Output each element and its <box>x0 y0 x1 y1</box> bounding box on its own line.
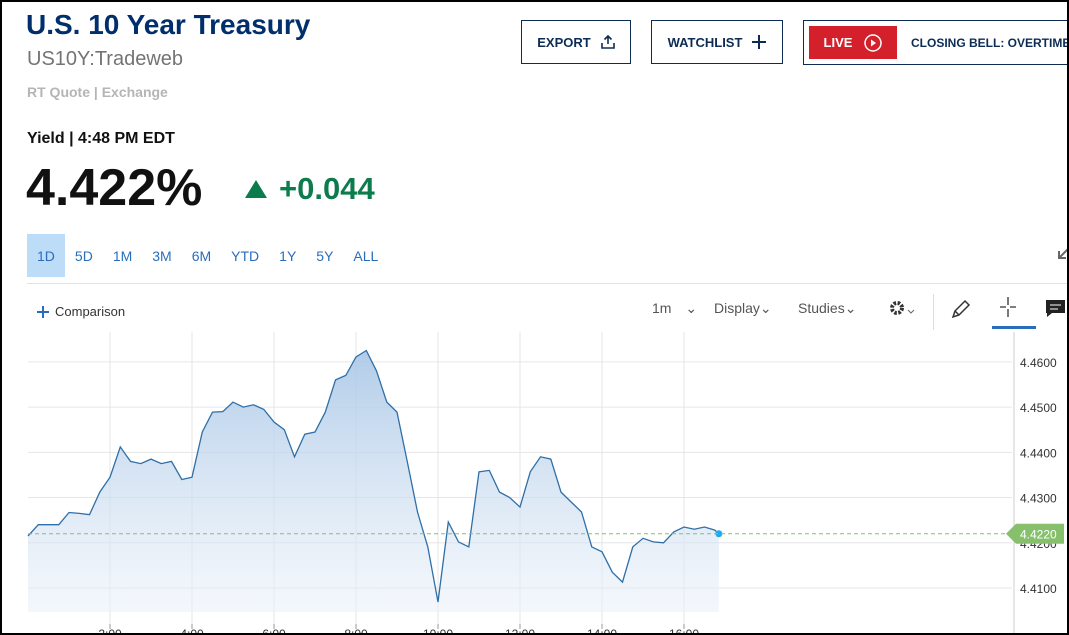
change: +0.044 <box>245 171 375 207</box>
comparison-button[interactable]: Comparison <box>37 304 125 319</box>
x-tick-label: 8:00 <box>344 627 368 635</box>
interval-label: 1m <box>652 300 672 316</box>
symbol: US10Y:Tradeweb <box>27 48 184 70</box>
live-banner[interactable]: LIVE CLOSING BELL: OVERTIME <box>803 20 1069 65</box>
y-tick-label: 4.4300 <box>1020 492 1057 506</box>
y-tick-label: 4.4500 <box>1020 401 1057 415</box>
display-menu[interactable]: Display⌄ <box>714 300 772 316</box>
range-tab[interactable]: 1Y <box>279 247 297 264</box>
live-show: CLOSING BELL: OVERTIME <box>911 36 1069 50</box>
y-tick-label: 4.4100 <box>1020 582 1057 596</box>
x-tick-label: 6:00 <box>262 627 286 635</box>
range-tabs: 1D 5D 1M 3M 6M YTD 1Y 5Y ALL <box>27 234 388 277</box>
last-point <box>715 530 723 538</box>
plus-icon <box>752 35 767 49</box>
draw-icon[interactable] <box>950 298 972 320</box>
x-tick-label: 10:00 <box>423 627 453 635</box>
watchlist-button[interactable]: WATCHLIST <box>651 20 783 64</box>
comment-icon[interactable] <box>1045 299 1067 319</box>
x-tick-label: 12:00 <box>505 627 535 635</box>
collapse-icon[interactable] <box>1056 246 1069 262</box>
quote-source: RT Quote | Exchange <box>27 84 168 100</box>
export-label: EXPORT <box>537 34 591 50</box>
range-tab[interactable]: 1M <box>112 247 133 264</box>
display-label: Display <box>714 300 760 316</box>
change-value: +0.044 <box>279 171 375 206</box>
play-icon <box>864 33 883 52</box>
x-tick-label: 2:00 <box>98 627 122 635</box>
price-line <box>27 349 720 603</box>
separator <box>27 283 1067 284</box>
title: U.S. 10 Year Treasury <box>26 9 311 40</box>
x-tick-label: 4:00 <box>180 627 204 635</box>
x-tick-label: 14:00 <box>587 627 617 635</box>
studies-label: Studies <box>798 300 845 316</box>
last-value-label: 4.4220 <box>1020 528 1057 542</box>
toolbar-divider <box>933 294 934 330</box>
range-tab[interactable]: ALL <box>353 247 379 264</box>
range-tab[interactable]: 5Y <box>316 247 334 264</box>
plus-icon <box>37 305 49 318</box>
range-tab[interactable]: 5D <box>74 247 93 264</box>
area-fill <box>28 350 719 612</box>
quote-label: Yield | 4:48 PM EDT <box>27 130 175 147</box>
settings-icon[interactable] <box>888 299 922 319</box>
interval-menu[interactable]: 1m ⌄ <box>652 300 698 316</box>
range-tab[interactable]: 6M <box>191 247 212 264</box>
live-badge: LIVE <box>809 26 897 59</box>
range-tab[interactable]: 1D <box>27 234 65 277</box>
export-button[interactable]: EXPORT <box>521 20 631 64</box>
crosshair-icon[interactable] <box>992 295 1036 331</box>
price: 4.422% <box>26 159 203 217</box>
studies-menu[interactable]: Studies⌄ <box>798 300 857 316</box>
up-arrow <box>245 180 267 198</box>
last-value-tag <box>1006 523 1064 544</box>
export-icon <box>600 35 615 49</box>
live-label: LIVE <box>823 35 853 50</box>
watchlist-label: WATCHLIST <box>667 34 743 50</box>
x-tick-label: 16:00 <box>669 627 699 635</box>
y-tick-label: 4.4600 <box>1020 356 1057 370</box>
y-tick-label: 4.4400 <box>1020 446 1057 460</box>
comparison-label: Comparison <box>55 304 126 319</box>
range-tab[interactable]: YTD <box>231 247 260 264</box>
range-tab[interactable]: 3M <box>152 247 172 264</box>
